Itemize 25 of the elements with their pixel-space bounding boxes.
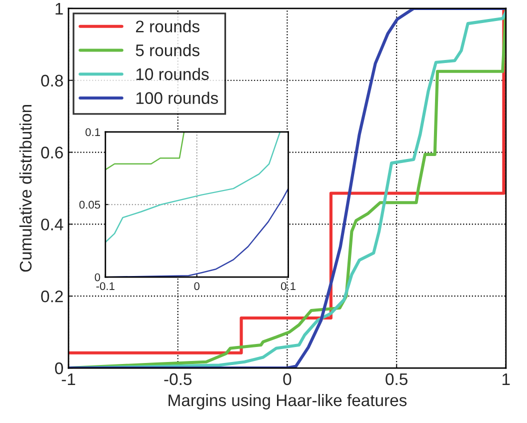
x-tick-label: -0.5	[164, 373, 192, 386]
y-tick-label: 0.05	[79, 200, 100, 209]
y-tick-label: 0.2	[41, 290, 63, 302]
x-tick-label: -1	[62, 373, 76, 385]
y-axis-title: Cumulative distribution	[19, 105, 32, 272]
y-tick-label: 0	[94, 273, 100, 282]
legend-label: 5 rounds	[136, 44, 200, 56]
x-tick-label: 0	[194, 282, 200, 290]
x-tick-label: 1	[502, 373, 510, 385]
legend-label: 100 rounds	[136, 92, 218, 104]
y-tick-label: 0.6	[41, 146, 63, 158]
legend-label: 2 rounds	[136, 20, 200, 32]
x-axis-title: Margins using Haar-like features	[168, 394, 407, 410]
y-tick-label: 0.4	[41, 218, 64, 230]
y-tick-label: 0	[55, 362, 63, 374]
legend-label: 10 rounds	[136, 68, 209, 80]
x-tick-label: -0.1	[96, 282, 114, 290]
y-tick-label: 0.8	[41, 74, 63, 87]
x-tick-label: 0.1	[280, 282, 296, 290]
x-tick-label: 0	[283, 373, 292, 386]
x-tick-label: 0.5	[386, 373, 408, 386]
y-tick-label: 0.1	[86, 128, 100, 136]
y-tick-label: 1	[56, 3, 63, 14]
line-series	[105, 132, 281, 243]
line-series	[105, 132, 185, 170]
